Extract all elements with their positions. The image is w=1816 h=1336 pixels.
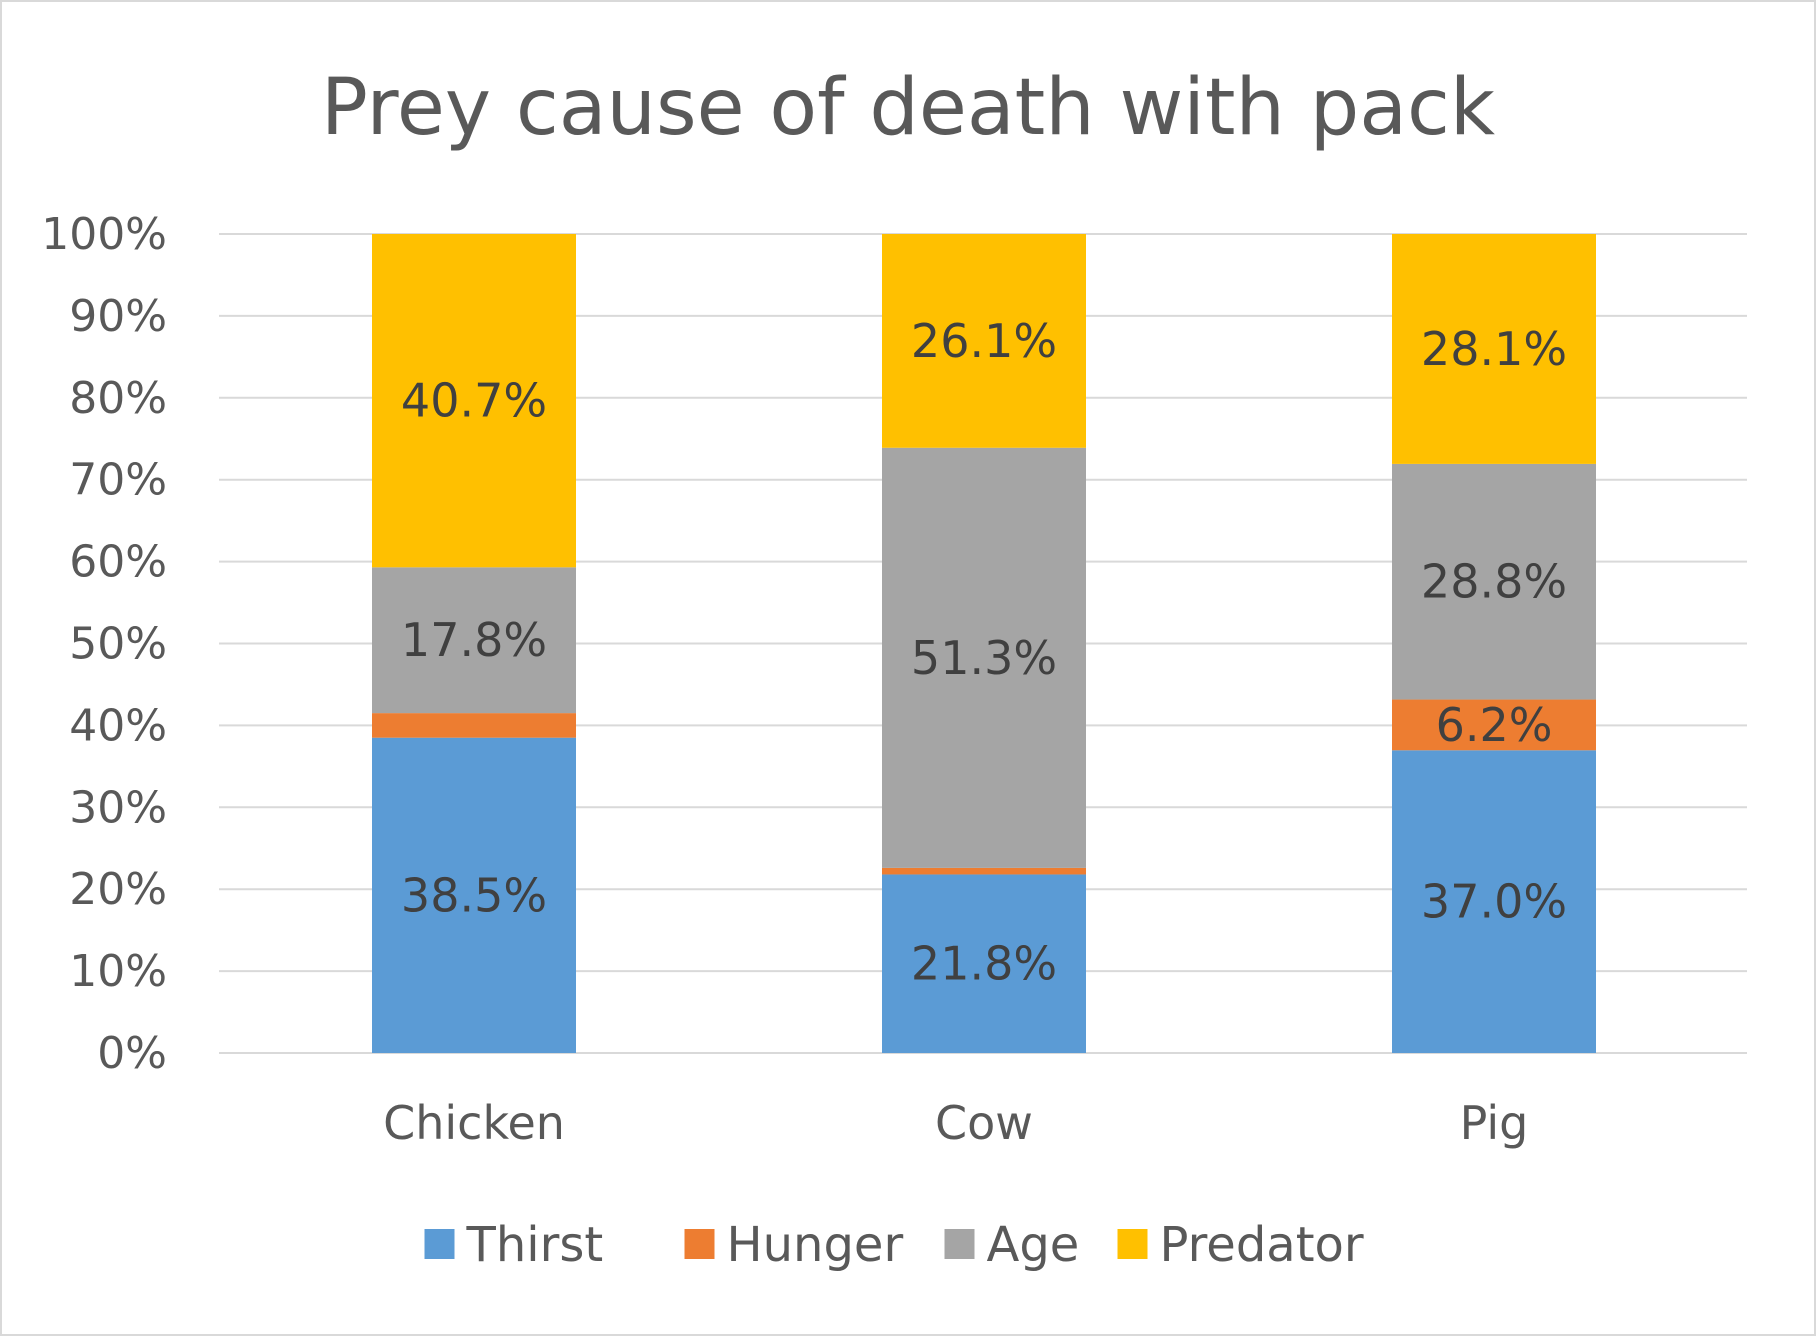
bar-segment-predator-pig bbox=[1392, 234, 1596, 464]
legend-label-predator: Predator bbox=[1160, 1217, 1364, 1273]
y-tick-label: 10% bbox=[69, 946, 167, 997]
bar-segment-hunger-pig bbox=[1392, 699, 1596, 751]
legend-swatch-age bbox=[944, 1229, 975, 1259]
x-category-label: Pig bbox=[1460, 1096, 1529, 1150]
legend-label-thirst: Thirst bbox=[466, 1217, 604, 1273]
x-category-label: Chicken bbox=[383, 1096, 565, 1150]
data-label-predator-pig: 28.1% bbox=[1421, 322, 1567, 376]
bar-segment-age-cow bbox=[882, 447, 1086, 868]
y-tick-label: 60% bbox=[69, 537, 167, 588]
y-tick-label: 90% bbox=[69, 291, 167, 342]
legend-label-hunger: Hunger bbox=[727, 1217, 904, 1273]
bar-segment-age-pig bbox=[1392, 463, 1596, 700]
legend-swatch-predator bbox=[1117, 1229, 1148, 1259]
bar-segment-hunger-chicken bbox=[372, 713, 576, 738]
legend-swatch-hunger bbox=[684, 1229, 715, 1259]
x-axis-categories: Chicken Cow Pig bbox=[383, 1096, 1528, 1150]
bar-segment-age-chicken bbox=[372, 567, 576, 714]
y-tick-label: 40% bbox=[69, 700, 167, 751]
y-tick-label: 100% bbox=[41, 209, 167, 260]
y-tick-label: 30% bbox=[69, 782, 167, 833]
data-label-thirst-chicken: 38.5% bbox=[401, 868, 547, 922]
data-label-age-cow: 51.3% bbox=[911, 631, 1057, 685]
y-tick-label: 50% bbox=[69, 619, 167, 670]
bar-segment-predator-chicken bbox=[372, 234, 576, 568]
bars bbox=[372, 234, 1596, 1053]
bar-segment-predator-cow bbox=[882, 234, 1086, 448]
legend-label-age: Age bbox=[987, 1217, 1080, 1273]
data-label-thirst-cow: 21.8% bbox=[911, 937, 1057, 991]
x-category-label: Cow bbox=[935, 1096, 1033, 1150]
data-label-age-pig: 28.8% bbox=[1421, 555, 1567, 609]
bar-segment-hunger-cow bbox=[882, 867, 1086, 875]
y-tick-label: 0% bbox=[97, 1028, 167, 1079]
bar-segment-thirst-pig bbox=[1392, 750, 1596, 1053]
data-label-predator-chicken: 40.7% bbox=[401, 374, 547, 428]
y-tick-label: 80% bbox=[69, 373, 167, 424]
data-label-age-chicken: 17.8% bbox=[401, 613, 547, 667]
y-tick-label: 20% bbox=[69, 864, 167, 915]
data-label-thirst-pig: 37.0% bbox=[1421, 875, 1567, 929]
data-label-predator-cow: 26.1% bbox=[911, 314, 1057, 368]
y-axis-ticks: 0% 10% 20% 30% 40% 50% 60% 70% 80% 90% 100% bbox=[41, 209, 167, 1079]
bar-segment-thirst-cow bbox=[882, 874, 1086, 1053]
legend-swatch-thirst bbox=[424, 1229, 455, 1259]
y-tick-label: 70% bbox=[69, 455, 167, 506]
bar-segment-thirst-chicken bbox=[372, 737, 576, 1053]
data-label-hunger-pig: 6.2% bbox=[1436, 698, 1553, 752]
data-labels: 38.5% 17.8% 40.7% 21.8% 51.3% 26.1% 37.0% 6.2% 2… bbox=[401, 314, 1567, 991]
legend: Thirst Hunger Age Predator bbox=[424, 1217, 1364, 1273]
chart-title: Prey cause of death with pack bbox=[321, 63, 1495, 153]
